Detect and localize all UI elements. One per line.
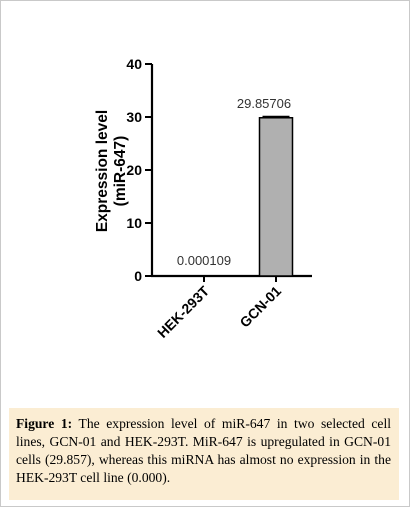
caption-text: The expression level of miR-647 in two s…: [16, 416, 391, 485]
data-label: 29.85706: [237, 96, 291, 111]
x-category-label: GCN-01: [236, 283, 284, 331]
bar-GCN-01: [258, 117, 294, 277]
caption-label: Figure 1:: [16, 416, 73, 431]
y-tick-label: 20: [126, 162, 142, 178]
data-labels: 0.000109 29.85706: [177, 96, 291, 268]
y-tick-label: 30: [126, 109, 142, 125]
y-axis-label: Expression level: [94, 110, 111, 232]
y-axis-ticks: 0 10 20 30 40: [126, 56, 152, 284]
bars-group: [186, 115, 294, 277]
y-tick-label: 0: [134, 268, 142, 284]
y-tick-label: 40: [126, 56, 142, 72]
y-axis-label-unit: (miR-647): [112, 136, 129, 207]
data-label: 0.000109: [177, 253, 231, 268]
figure-caption: Figure 1: The expression level of miR-64…: [9, 408, 399, 500]
category-labels: HEK-293T GCN-01: [154, 282, 284, 340]
bar-chart: 0 10 20 30 40 0.000109 29.85706 HEK-293T GCN-0…: [94, 56, 312, 341]
x-category-label: HEK-293T: [154, 282, 212, 340]
y-tick-label: 10: [126, 215, 142, 231]
